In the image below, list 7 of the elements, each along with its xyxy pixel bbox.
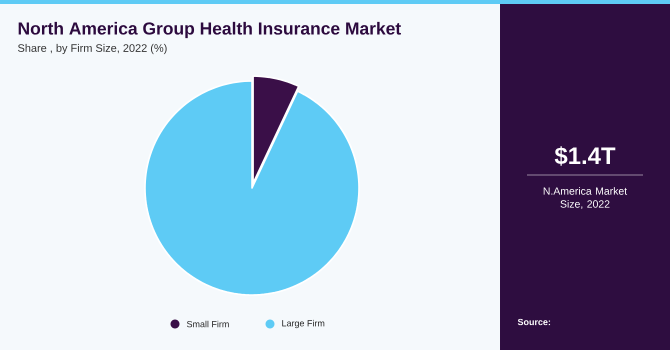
- legend-label: Small Firm: [186, 320, 229, 328]
- chart-subtitle: Share , by Firm Size, 2022 (%): [18, 44, 167, 54]
- legend-label: Large Firm: [282, 320, 324, 328]
- chart-title: North America Group Health Insurance Market: [18, 22, 401, 38]
- text: $1.4T: [554, 146, 616, 166]
- text: N.America Market Size, 2022: [544, 187, 628, 209]
- source-note: Source:: [518, 318, 550, 326]
